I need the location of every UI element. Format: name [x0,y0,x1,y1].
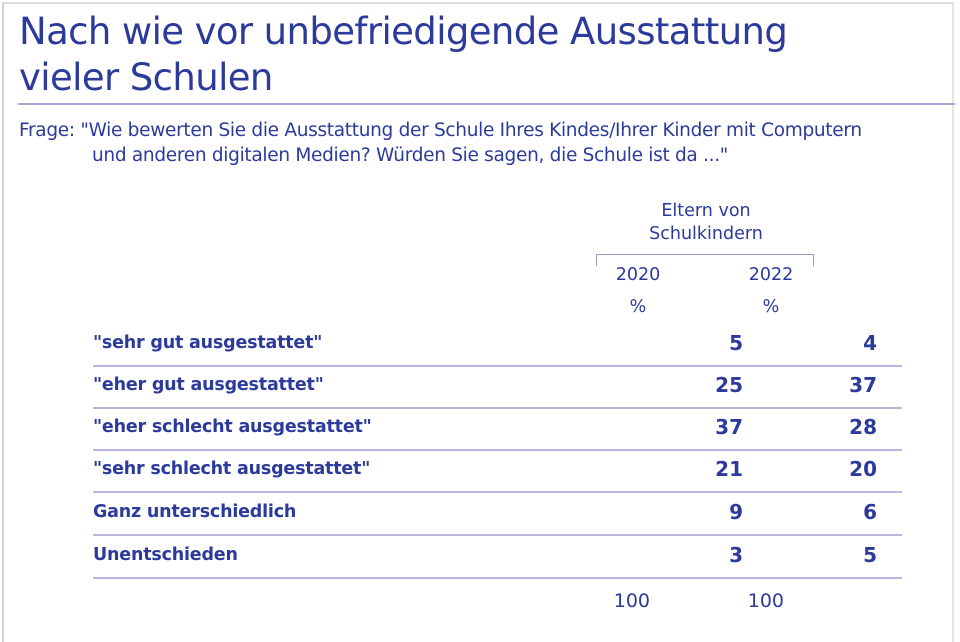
total-2022: 100 [747,590,784,612]
value-2020: 5 [729,331,743,355]
table-row: "sehr schlecht ausgestattet" 21 20 [93,451,902,493]
group-header-line-2: Schulkindern [649,224,763,244]
table-row: "sehr gut ausgestattet" 5 4 [93,325,902,367]
row-separator [93,449,902,451]
value-2022: 37 [849,373,877,397]
row-label: Ganz unterschiedlich [93,502,297,522]
unit-label-2020: % [629,297,647,317]
table-row: Ganz unterschiedlich 9 6 [93,494,902,536]
table-row: Unentschieden 3 5 [93,537,902,579]
value-2022: 4 [863,331,877,355]
value-2020: 3 [729,543,743,567]
row-label: Unentschieden [93,545,238,565]
title-line-2: vieler Schulen [19,56,273,99]
row-separator [93,577,902,579]
row-label: "sehr gut ausgestattet" [93,333,323,353]
row-separator [93,534,902,536]
total-2020: 100 [613,590,650,612]
value-2020: 21 [715,457,743,481]
value-2022: 5 [863,543,877,567]
value-2020: 9 [729,500,743,524]
row-separator [93,491,902,493]
row-separator [93,365,902,367]
row-label: "sehr schlecht ausgestattet" [93,459,371,479]
value-2022: 28 [849,415,877,439]
group-header-line-1: Eltern von [661,201,751,221]
column-header-2022: 2022 [748,265,794,285]
table-row: "eher schlecht ausgestattet" 37 28 [93,409,902,451]
question-line-1: Frage: "Wie bewerten Sie die Ausstattung… [19,120,862,141]
row-label: "eher gut ausgestattet" [93,375,324,395]
title-divider [18,103,955,105]
survey-question: Frage: "Wie bewerten Sie die Ausstattung… [19,118,862,168]
question-line-2: und anderen digitalen Medien? Würden Sie… [92,145,729,166]
column-header-2020: 2020 [615,265,661,285]
value-2020: 37 [715,415,743,439]
table-row: "eher gut ausgestattet" 25 37 [93,367,902,409]
group-header: Eltern von Schulkindern [596,200,816,246]
value-2020: 25 [715,373,743,397]
unit-label-2022: % [762,297,780,317]
page-title: Nach wie vor unbefriedigende Ausstattung… [19,9,788,101]
row-label: "eher schlecht ausgestattet" [93,417,372,437]
value-2022: 20 [849,457,877,481]
value-2022: 6 [863,500,877,524]
group-bracket [596,254,814,266]
row-separator [93,407,902,409]
title-line-1: Nach wie vor unbefriedigende Ausstattung [19,10,788,53]
